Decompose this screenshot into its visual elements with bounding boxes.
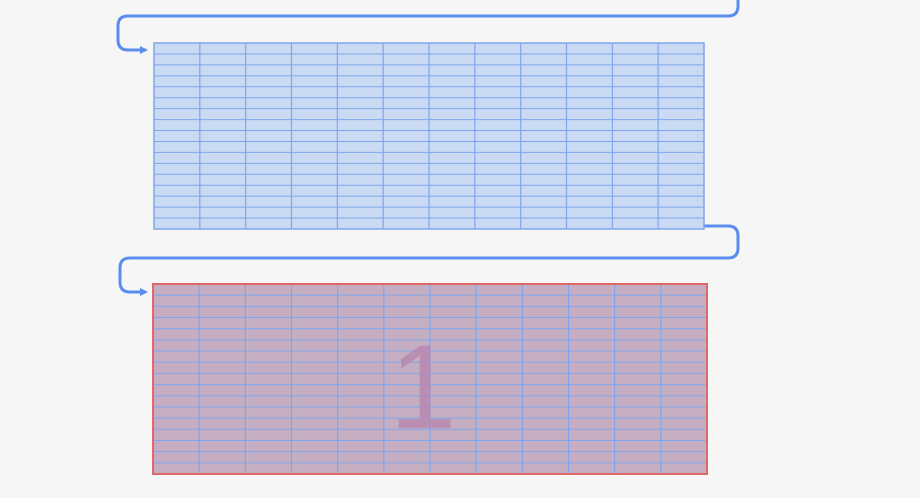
grid-block-top: [154, 43, 704, 229]
connector-arrow-top-to-bottom-block: [120, 226, 738, 292]
grid-block-bottom: 1: [153, 284, 707, 474]
grid-block-bottom-label: 1: [390, 320, 457, 454]
